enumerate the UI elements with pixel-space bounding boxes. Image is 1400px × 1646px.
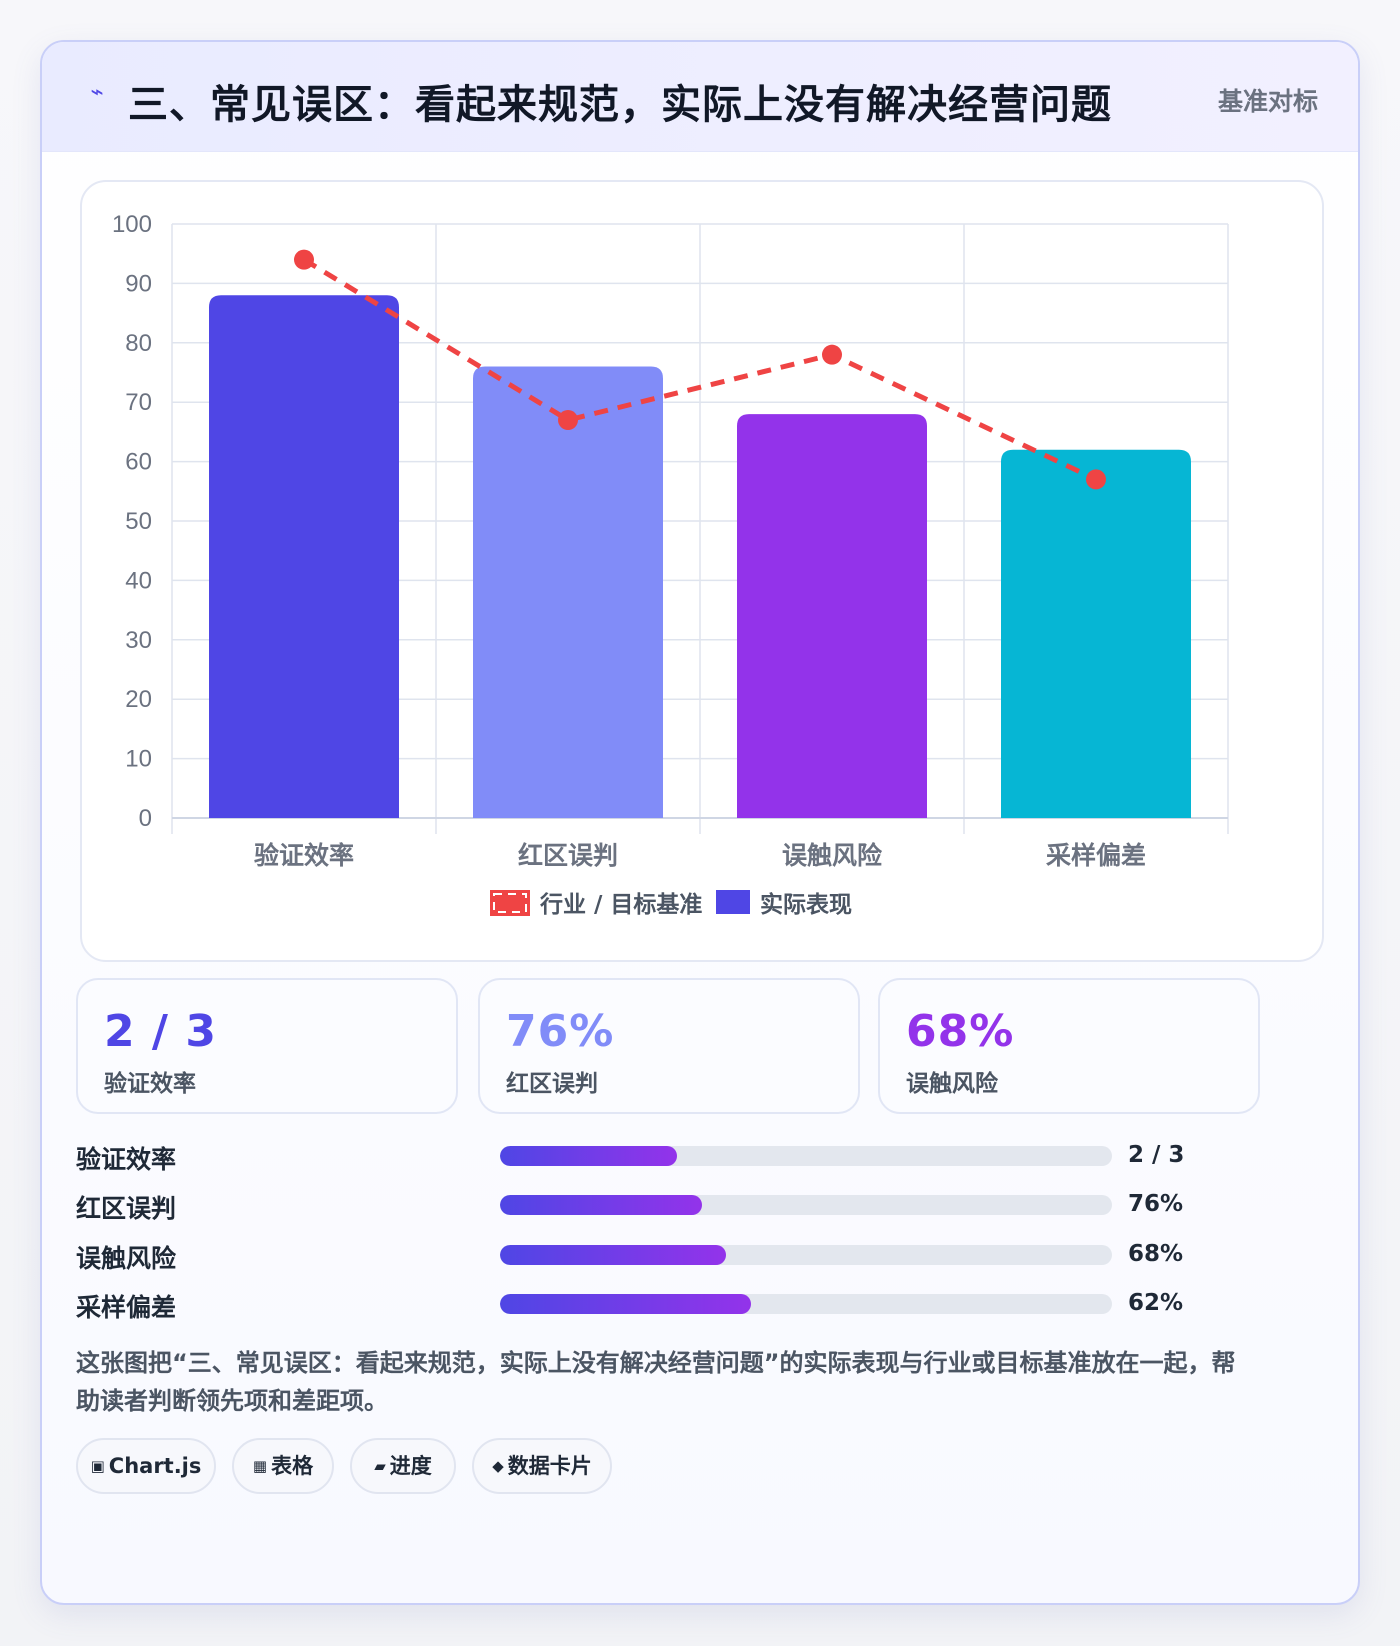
chip-table[interactable]: ▦ 表格 xyxy=(232,1438,334,1494)
x-tick-label: 误触风险 xyxy=(782,841,883,870)
benchmark-bar-chart: 0 10 20 30 40 50 60 70 80 90 100 验证效率 红区误判 误触风险 采样偏差行业… xyxy=(112,211,1229,918)
progress-icon: ▰ xyxy=(374,1457,386,1475)
y-tick-label: 10 xyxy=(125,746,152,773)
stat-value: 76% xyxy=(506,1006,615,1057)
y-tick-label: 20 xyxy=(125,686,152,713)
chip-label: Chart.js xyxy=(108,1454,202,1478)
stat-card-1: 2 / 3 验证效率 xyxy=(76,978,458,1114)
progress-fill xyxy=(500,1294,751,1314)
benchmark-line xyxy=(302,257,1098,482)
x-tick-label: 采样偏差 xyxy=(1046,841,1146,870)
benchmark-point xyxy=(294,249,314,270)
chip-progress[interactable]: ▰ 进度 xyxy=(350,1438,456,1494)
bar-4 xyxy=(1001,449,1191,818)
chip-label: 表格 xyxy=(271,1454,314,1478)
progress-label: 误触风险 xyxy=(76,1244,177,1273)
y-tick-label: 70 xyxy=(125,389,152,416)
benchmark-point xyxy=(1086,469,1106,490)
chip-label: 进度 xyxy=(389,1454,432,1478)
y-tick-label: 100 xyxy=(112,211,152,238)
y-tick-label: 80 xyxy=(125,330,152,357)
progress-row: 误触风险 68% xyxy=(76,1235,1326,1275)
progress-fill xyxy=(500,1146,678,1166)
progress-fill xyxy=(500,1245,727,1265)
y-tick-label: 0 xyxy=(139,805,152,832)
chip-chartjs[interactable]: ▣ Chart.js xyxy=(76,1438,216,1494)
progress-value: 76% xyxy=(1128,1191,1184,1217)
chart-container: 0 10 20 30 40 50 60 70 80 90 100 验证效率 红区误判 误触风险 采样偏差行业… xyxy=(80,180,1324,962)
stat-label: 红区误判 xyxy=(506,1071,598,1097)
bar-1 xyxy=(209,295,399,818)
benchmark-tag: 基准对标 xyxy=(1217,87,1318,116)
benchmark-point xyxy=(558,410,578,431)
lightning-icon: ⌁ xyxy=(90,80,104,105)
benchmark-point xyxy=(822,344,842,365)
stat-value: 2 / 3 xyxy=(104,1006,217,1057)
progress-value: 68% xyxy=(1128,1241,1184,1267)
y-tick-label: 90 xyxy=(125,270,152,297)
legend-label-actual: 实际表现 xyxy=(760,891,852,918)
progress-track xyxy=(500,1146,1112,1166)
section-title: 三、常见误区：看起来规范，实际上没有解决经营问题 xyxy=(128,82,1112,128)
y-tick-label: 60 xyxy=(125,449,152,476)
progress-track xyxy=(500,1245,1112,1265)
progress-row: 红区误判 76% xyxy=(76,1185,1326,1225)
chart-icon: ▣ xyxy=(90,1457,105,1475)
chip-data-cards[interactable]: ◆ 数据卡片 xyxy=(472,1438,612,1494)
progress-value: 2 / 3 xyxy=(1128,1142,1185,1168)
progress-value: 62% xyxy=(1128,1290,1184,1316)
chart-description: 这张图把“三、常见误区：看起来规范，实际上没有解决经营问题”的实际表现与行业或目… xyxy=(76,1349,1236,1415)
report-card: ⌁ 三、常见误区：看起来规范，实际上没有解决经营问题 基准对标 0 10 20 30 4… xyxy=(40,40,1360,1605)
progress-track xyxy=(500,1195,1112,1215)
y-tick-label: 30 xyxy=(125,627,152,654)
legend-swatch-actual xyxy=(716,890,750,914)
x-tick-label: 红区误判 xyxy=(518,841,618,870)
y-tick-label: 50 xyxy=(125,508,152,535)
stat-card-2: 76% 红区误判 xyxy=(478,978,860,1114)
diamond-icon: ◆ xyxy=(492,1457,504,1475)
progress-track xyxy=(500,1294,1112,1314)
legend-label-benchmark: 行业 / 目标基准 xyxy=(539,891,702,918)
table-icon: ▦ xyxy=(252,1457,268,1475)
stat-label: 误触风险 xyxy=(906,1071,998,1097)
bar-2 xyxy=(473,366,663,818)
progress-label: 红区误判 xyxy=(76,1194,177,1223)
card-header: ⌁ 三、常见误区：看起来规范，实际上没有解决经营问题 基准对标 xyxy=(42,42,1358,152)
y-tick-label: 40 xyxy=(125,567,152,594)
progress-row: 验证效率 2 / 3 xyxy=(76,1136,1326,1176)
progress-fill xyxy=(500,1195,702,1215)
stat-value: 68% xyxy=(906,1006,1015,1057)
bar-3 xyxy=(737,414,927,818)
legend-swatch-dash xyxy=(493,893,527,913)
progress-label: 采样偏差 xyxy=(76,1293,177,1322)
x-tick-label: 验证效率 xyxy=(254,841,354,870)
progress-row: 采样偏差 62% xyxy=(76,1284,1326,1324)
chip-label: 数据卡片 xyxy=(507,1454,592,1478)
stat-card-3: 68% 误触风险 xyxy=(878,978,1260,1114)
stat-label: 验证效率 xyxy=(104,1071,196,1097)
progress-label: 验证效率 xyxy=(76,1145,177,1174)
